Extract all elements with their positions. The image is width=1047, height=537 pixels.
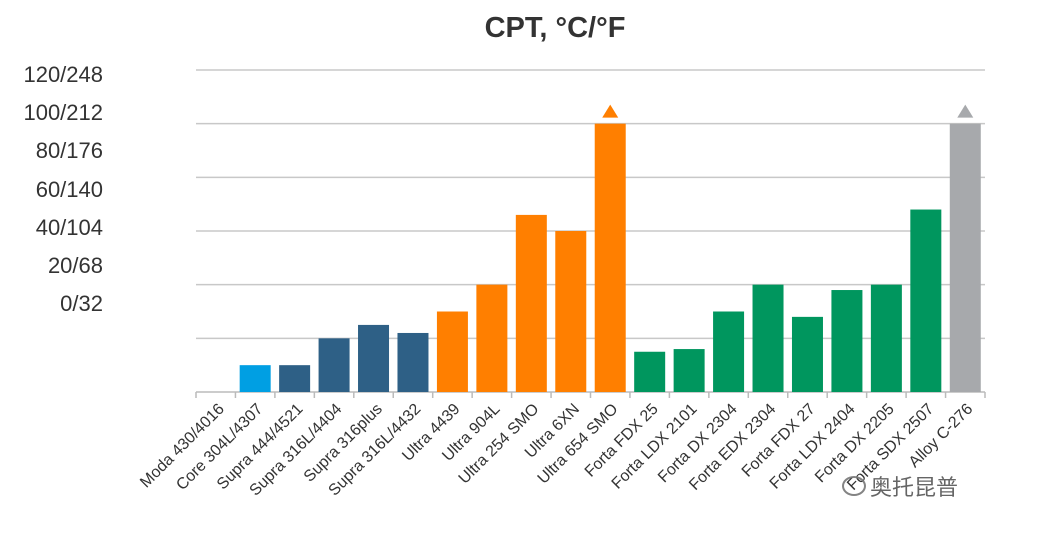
bar xyxy=(910,209,942,392)
bar xyxy=(436,311,468,392)
y-tick-label: 20/68 xyxy=(47,253,103,278)
bar xyxy=(555,231,587,392)
bar xyxy=(358,324,390,392)
bar xyxy=(949,123,981,393)
y-tick-label: 100/212 xyxy=(23,100,103,126)
watermark-text: 奥托昆普 xyxy=(870,475,959,500)
wechat-icon xyxy=(842,476,866,496)
bar xyxy=(279,365,311,392)
bar xyxy=(515,214,547,392)
bar xyxy=(634,351,666,392)
bar xyxy=(831,290,863,392)
exceeds-arrow-icon xyxy=(957,104,974,118)
bar xyxy=(318,338,350,392)
chart-title: CPT, °C/°F xyxy=(484,12,626,44)
y-tick-label: 0/32 xyxy=(60,291,103,317)
bar xyxy=(791,316,823,392)
bar xyxy=(594,123,626,393)
bar xyxy=(239,365,271,392)
bar xyxy=(870,284,902,392)
bar xyxy=(397,332,429,392)
bar xyxy=(476,284,508,392)
bar xyxy=(713,311,745,392)
bar xyxy=(752,284,784,392)
bar xyxy=(673,349,705,392)
y-tick-label: 80/176 xyxy=(35,138,103,164)
watermark: 奥托昆普 xyxy=(842,470,958,502)
y-tick-label: 40/104 xyxy=(35,214,103,240)
y-tick-label: 60/140 xyxy=(35,176,103,202)
y-tick-label: 120/248 xyxy=(23,62,103,87)
exceeds-arrow-icon xyxy=(602,104,619,118)
